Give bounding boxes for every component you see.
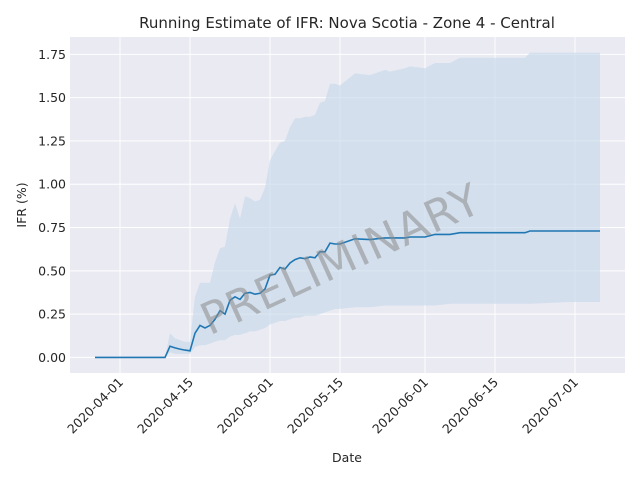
y-tick-label: 1.25 [38, 133, 66, 148]
y-tick-label: 1.50 [38, 90, 66, 105]
x-tick-label: 2020-05-01 [214, 375, 276, 437]
y-tick-label: 0.75 [38, 220, 66, 235]
y-tick-label: 1.00 [38, 177, 66, 192]
x-tick-label: 2020-07-01 [519, 375, 581, 437]
x-tick-label: 2020-06-01 [369, 375, 431, 437]
ifr-series-line [95, 230, 600, 359]
x-tick-labels: 2020-04-01 2020-04-15 2020-05-01 2020-05-15… [64, 375, 581, 437]
y-tick-labels: 0.00 0.25 0.50 0.75 1.00 1.25 1.50 1.75 [38, 47, 66, 365]
y-tick-label: 1.75 [38, 47, 66, 62]
x-tick-label: 2020-04-01 [64, 375, 126, 437]
x-tick-label: 2020-06-15 [439, 375, 501, 437]
chart-title: Running Estimate of IFR: Nova Scotia - Z… [139, 14, 555, 32]
y-axis-label: IFR (%) [14, 182, 29, 227]
y-tick-label: 0.00 [38, 350, 66, 365]
confidence-band [95, 52, 600, 358]
y-tick-label: 0.25 [38, 307, 66, 322]
x-tick-label: 2020-05-15 [284, 375, 346, 437]
y-tick-label: 0.50 [38, 263, 66, 278]
x-axis-label: Date [332, 450, 362, 465]
x-tick-label: 2020-04-15 [134, 375, 196, 437]
